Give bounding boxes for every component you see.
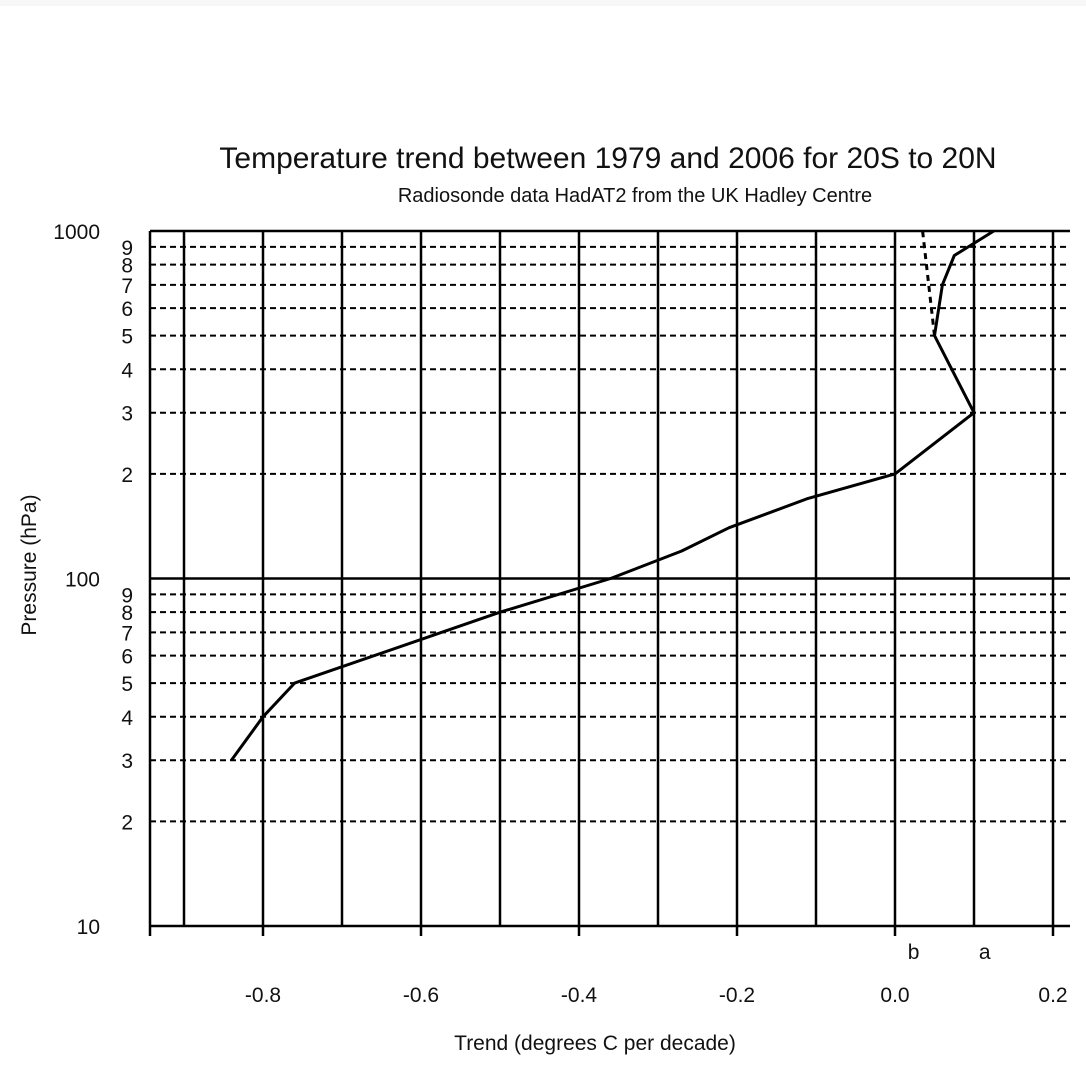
y-minor-label: 9 [121,584,133,607]
y-minor-label: 8 [121,602,133,625]
series-line-a [230,229,995,762]
vertical-grid-layer [148,231,1055,936]
chart-title: Temperature trend between 1979 and 2006 … [219,142,996,175]
x-tick-label: -0.6 [403,984,439,1007]
y-minor-label: 3 [121,750,133,773]
y-minor-label: 7 [121,622,133,645]
y-minor-label: 6 [121,298,133,321]
x-tick-label: 0.0 [880,984,909,1007]
series-layer [230,229,995,762]
y-axis-label: Pressure (hPa) [18,494,41,635]
y-decade-label: 1000 [53,221,100,244]
y-minor-label: 3 [121,403,133,426]
tick-label-layer: ab-0.8 -0.6 -0.4 -0.2 0.0 0.21010010002345678… [53,221,1067,1007]
chart-subtitle: Radiosonde data HadAT2 from the UK Hadle… [398,185,872,207]
y-minor-label: 5 [121,673,133,696]
series-annotation-a: a [979,941,991,964]
y-decade-label: 100 [65,569,100,592]
y-minor-label: 7 [121,275,133,298]
y-minor-label: 8 [121,255,133,278]
x-tick-label: -0.4 [561,984,598,1007]
y-minor-label: 9 [121,237,133,260]
text-layer: Temperature trend between 1979 and 2006 … [18,142,997,1055]
y-minor-label: 2 [121,464,133,487]
y-minor-label: 5 [121,326,133,349]
y-minor-label: 4 [121,707,133,730]
y-minor-label: 2 [121,811,133,834]
y-minor-label: 4 [121,359,133,382]
series-annotation-b: b [908,941,920,964]
y-minor-label: 6 [121,646,133,669]
top-band-inner [0,6,1086,76]
x-tick-label: 0.2 [1038,984,1067,1007]
x-tick-label: -0.8 [245,984,281,1007]
x-axis-label: Trend (degrees C per decade) [454,1032,736,1055]
y-decade-label: 10 [77,916,100,939]
grid-layer [150,229,1070,928]
x-tick-label: -0.2 [719,984,755,1007]
